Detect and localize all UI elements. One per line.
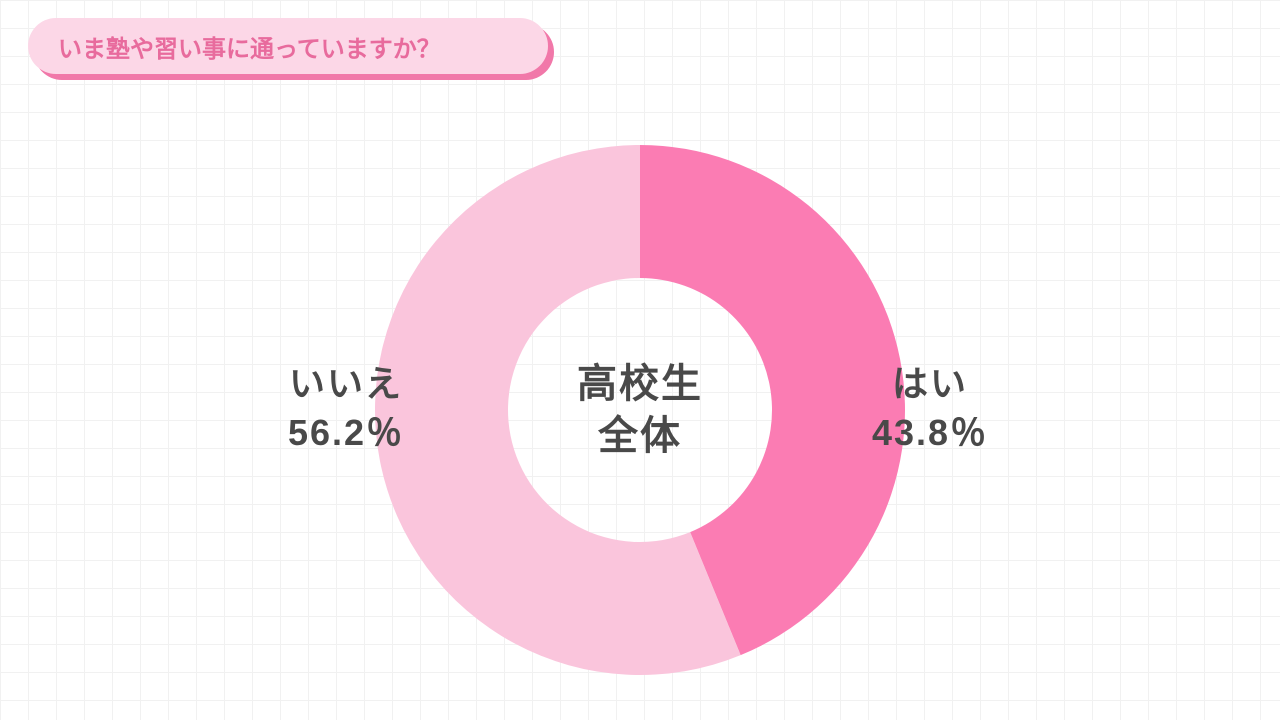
center-label: 高校生 全体 bbox=[577, 358, 703, 462]
title-text: いま塾や習い事に通っていますか？ bbox=[58, 29, 441, 64]
title-pill: いま塾や習い事に通っていますか？ bbox=[28, 18, 548, 74]
title-container: いま塾や習い事に通っていますか？ bbox=[28, 18, 548, 74]
slice-label-no: いいえ 56.2％ bbox=[288, 360, 404, 457]
center-label-line1: 高校生 bbox=[577, 358, 703, 410]
center-label-line2: 全体 bbox=[577, 410, 703, 462]
donut-chart: 高校生 全体 はい 43.8％ いいえ 56.2％ bbox=[0, 100, 1280, 720]
slice-label-yes: はい 43.8％ bbox=[872, 360, 988, 457]
